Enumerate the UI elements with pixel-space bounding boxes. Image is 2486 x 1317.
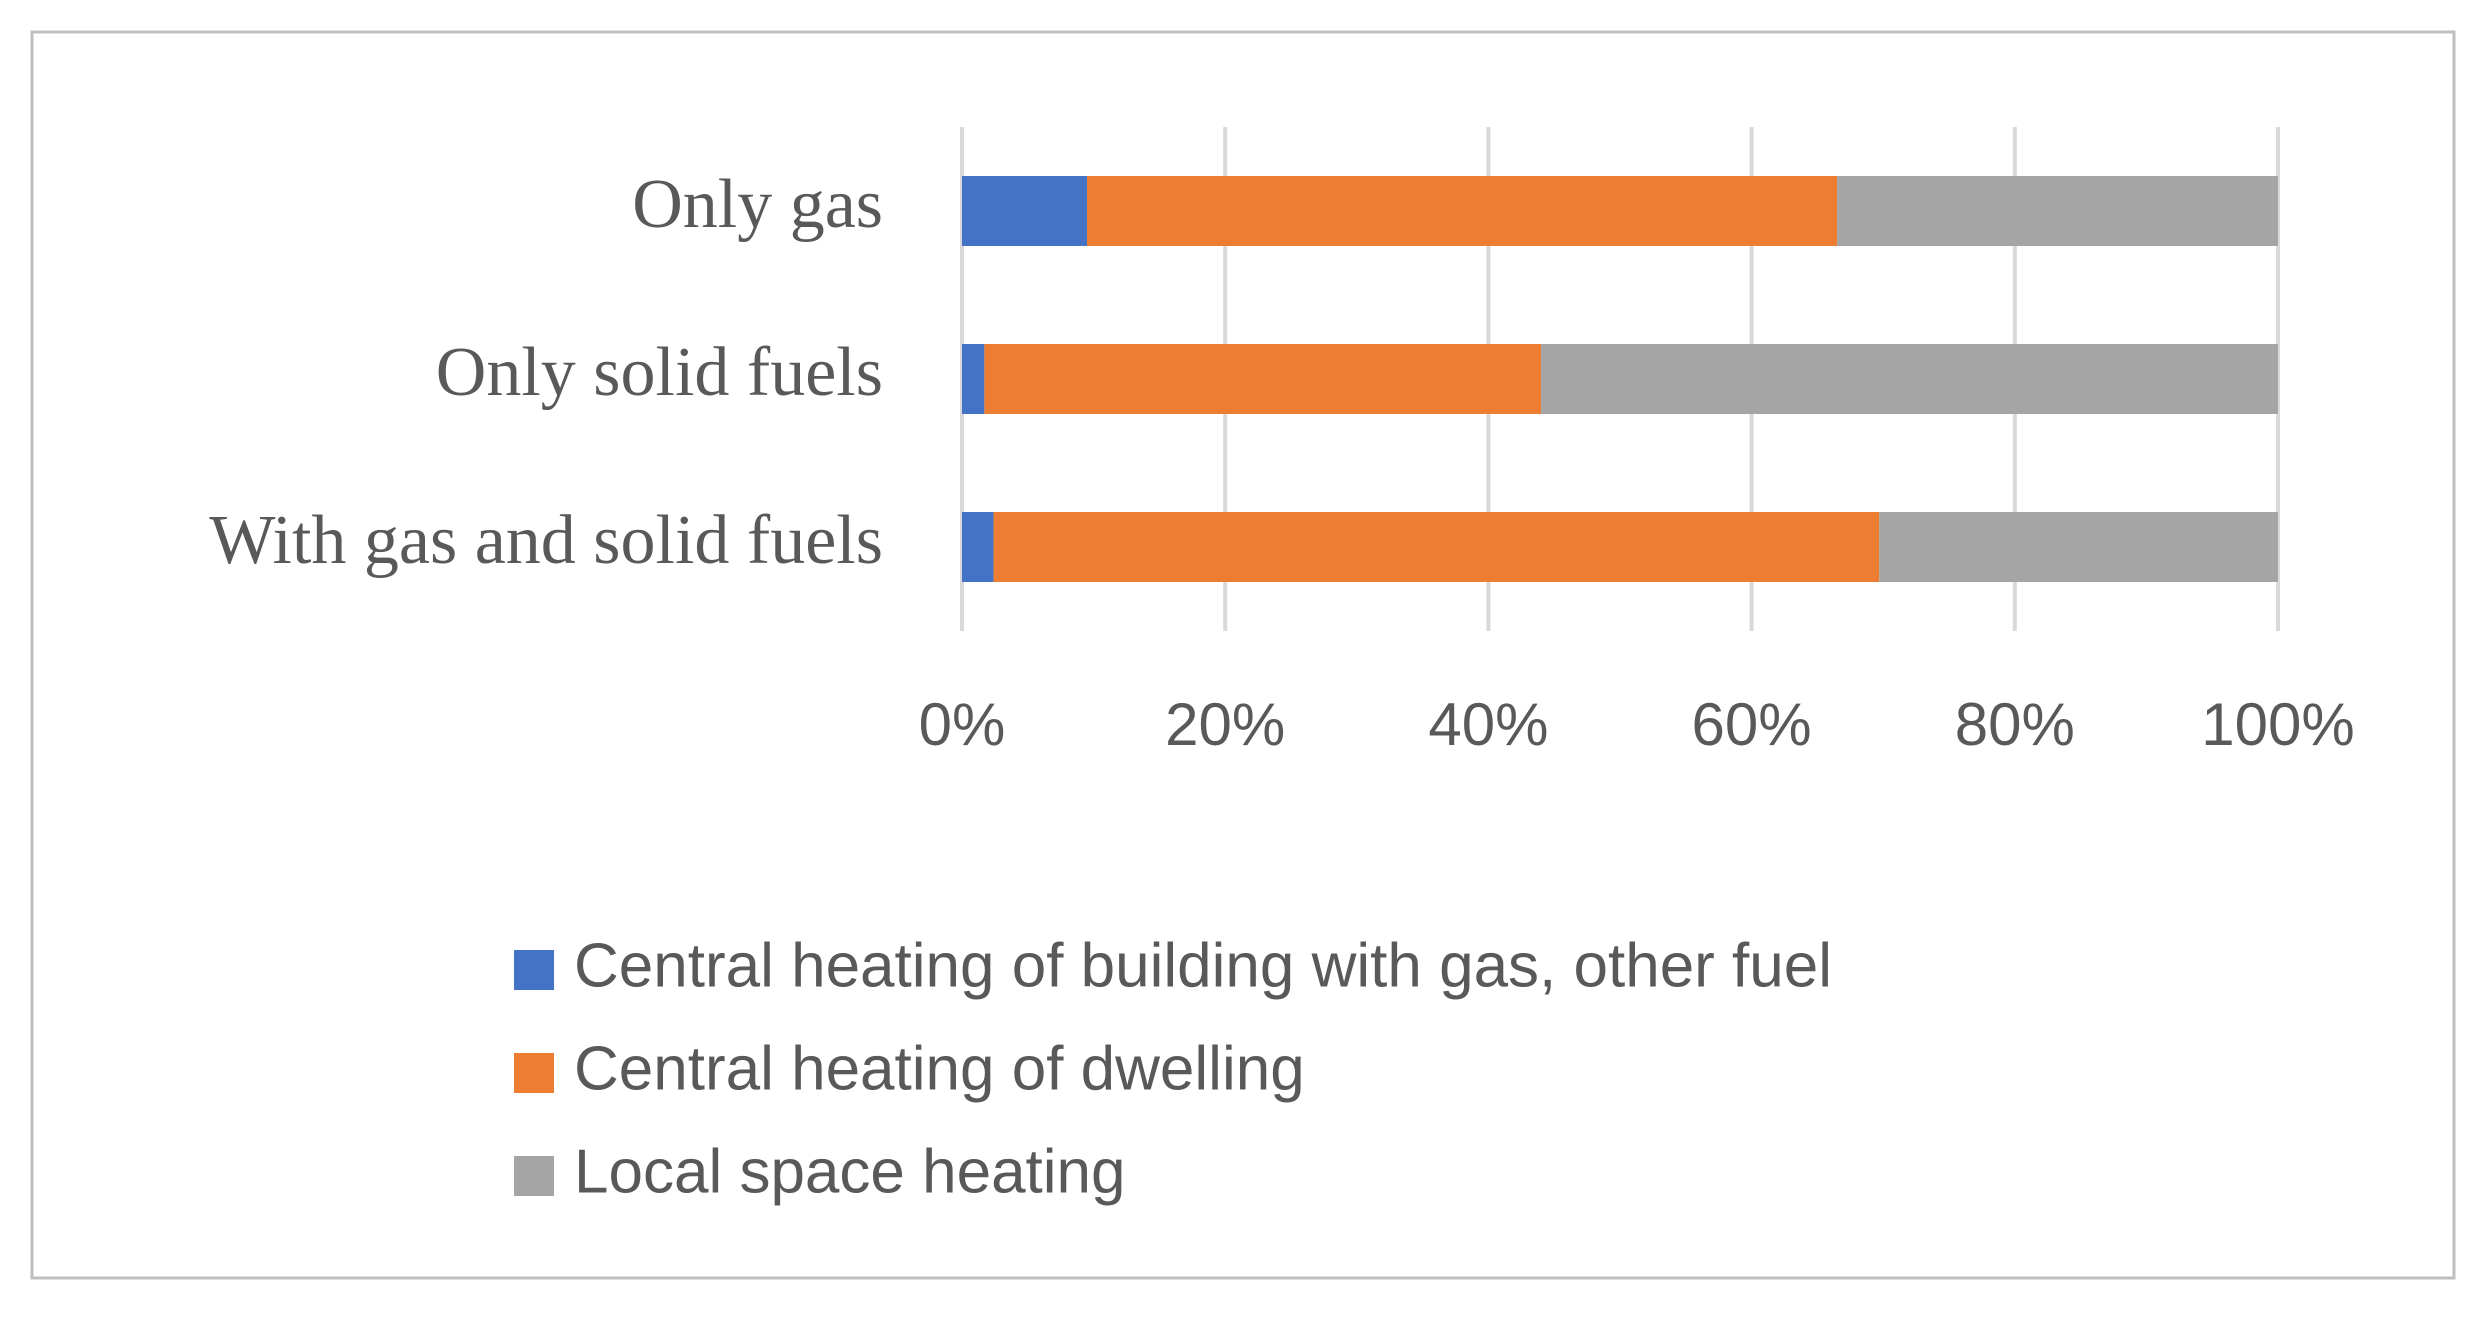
bar-segment xyxy=(1837,176,2278,246)
bar-segment xyxy=(1879,512,2278,582)
legend-swatch xyxy=(514,1053,554,1093)
bar-segment xyxy=(962,344,985,414)
x-tick-label: 100% xyxy=(2201,691,2354,758)
legend-label: Central heating of dwelling xyxy=(574,1034,1305,1103)
x-tick-label: 40% xyxy=(1428,691,1548,758)
category-label: Only solid fuels xyxy=(436,334,883,411)
bar-segment xyxy=(1087,176,1838,246)
x-tick-label: 20% xyxy=(1165,691,1285,758)
x-tick-label: 0% xyxy=(919,691,1006,758)
legend-label: Central heating of building with gas, ot… xyxy=(574,931,1832,1000)
bar-segment xyxy=(984,344,1542,414)
bar-segment xyxy=(962,176,1088,246)
x-tick-label: 60% xyxy=(1692,691,1812,758)
bar-segment xyxy=(1541,344,2278,414)
legend-swatch xyxy=(514,950,554,990)
category-label: Only gas xyxy=(632,166,883,243)
bar-segment xyxy=(962,512,994,582)
legend-swatch xyxy=(514,1156,554,1196)
bar-segment xyxy=(993,512,1880,582)
category-label: With gas and solid fuels xyxy=(209,502,883,579)
x-tick-label: 80% xyxy=(1955,691,2075,758)
legend-label: Local space heating xyxy=(574,1137,1126,1206)
